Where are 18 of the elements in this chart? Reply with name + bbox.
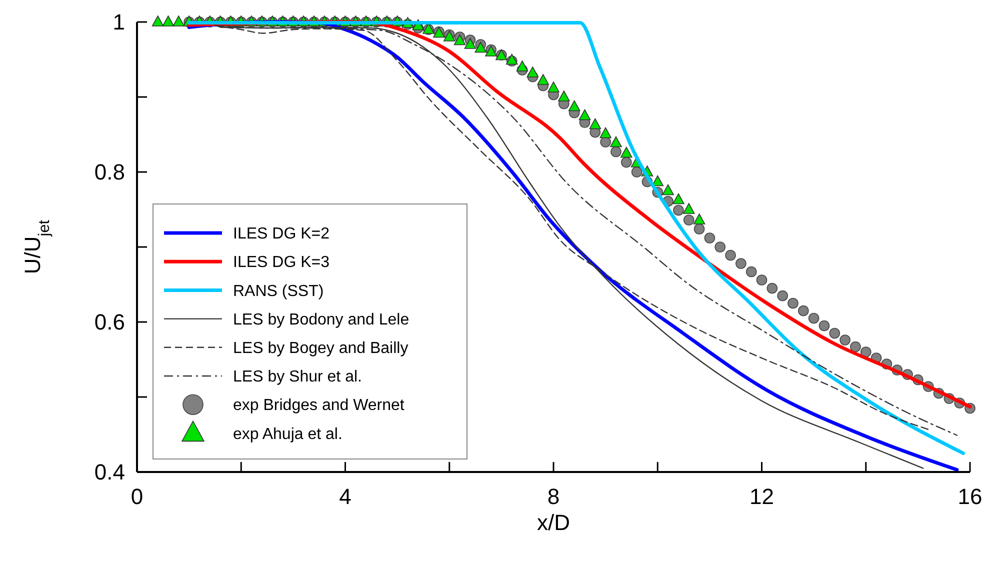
legend-label: LES by Shur et al.: [233, 368, 362, 386]
x-axis-title: x/D: [537, 510, 570, 535]
x-tick-label: 4: [339, 484, 352, 509]
x-tick-label: 0: [130, 484, 144, 509]
legend-label: exp Ahuja et al.: [233, 426, 342, 443]
legend-label: ILES DG K=3: [233, 254, 330, 272]
y-tick-label: 0.8: [94, 160, 125, 185]
y-tick-label: 1: [112, 10, 125, 35]
legend-label: ILES DG K=2: [233, 226, 330, 243]
x-tick-label: 16: [958, 484, 982, 509]
x-tick-label: 12: [750, 484, 774, 509]
y-tick-label: 0.4: [94, 460, 125, 485]
legend-label: RANS (SST): [233, 282, 324, 300]
legend-label: LES by Bodony and Lele: [233, 311, 410, 328]
legend-label: LES by Bogey and Bailly: [233, 340, 408, 357]
x-tick-label: 8: [547, 484, 560, 509]
legend-label: exp Bridges and Wernet: [233, 397, 405, 414]
y-tick-label: 0.6: [94, 310, 125, 335]
